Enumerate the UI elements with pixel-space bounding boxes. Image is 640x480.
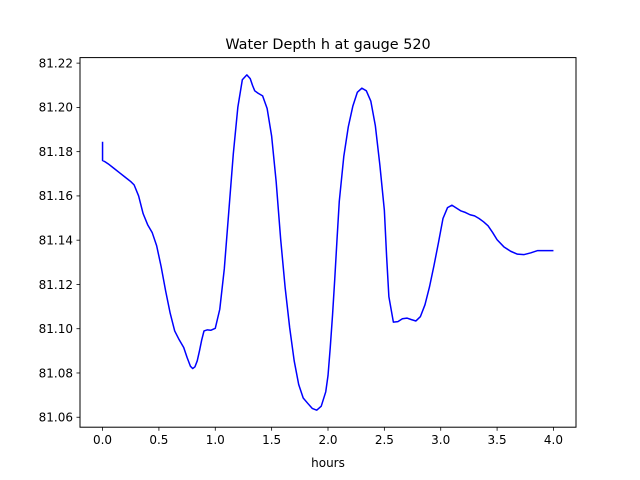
x-tick-label: 2.0 bbox=[318, 433, 337, 447]
x-axis: 0.0 0.5 1.0 1.5 2.0 2.5 3.0 3.5 4.0 bbox=[93, 427, 563, 447]
x-tick-label: 3.0 bbox=[431, 433, 450, 447]
y-tick-label: 81.08 bbox=[39, 366, 73, 380]
y-tick-label: 81.06 bbox=[39, 411, 73, 425]
x-tick-label: 3.5 bbox=[488, 433, 507, 447]
chart-title: Water Depth h at gauge 520 bbox=[225, 37, 430, 53]
plot-area bbox=[101, 74, 554, 411]
x-tick-label: 1.5 bbox=[262, 433, 281, 447]
y-tick-label: 81.22 bbox=[39, 56, 73, 70]
x-tick-label: 0.0 bbox=[93, 433, 112, 447]
x-tick-label: 1.0 bbox=[206, 433, 225, 447]
x-axis-label: hours bbox=[311, 456, 345, 470]
x-tick-label: 4.0 bbox=[544, 433, 563, 447]
x-tick-label: 2.5 bbox=[375, 433, 394, 447]
y-tick-label: 81.20 bbox=[39, 101, 73, 115]
y-tick-label: 81.18 bbox=[39, 145, 73, 159]
y-axis: 81.06 81.08 81.10 81.12 81.14 81.16 81.18 81.20… bbox=[39, 56, 80, 425]
x-tick-label: 0.5 bbox=[149, 433, 168, 447]
y-tick-label: 81.16 bbox=[39, 189, 73, 203]
y-tick-label: 81.10 bbox=[39, 322, 73, 336]
y-tick-label: 81.12 bbox=[39, 278, 73, 292]
y-tick-label: 81.14 bbox=[39, 233, 73, 247]
series-line-0 bbox=[101, 74, 554, 411]
